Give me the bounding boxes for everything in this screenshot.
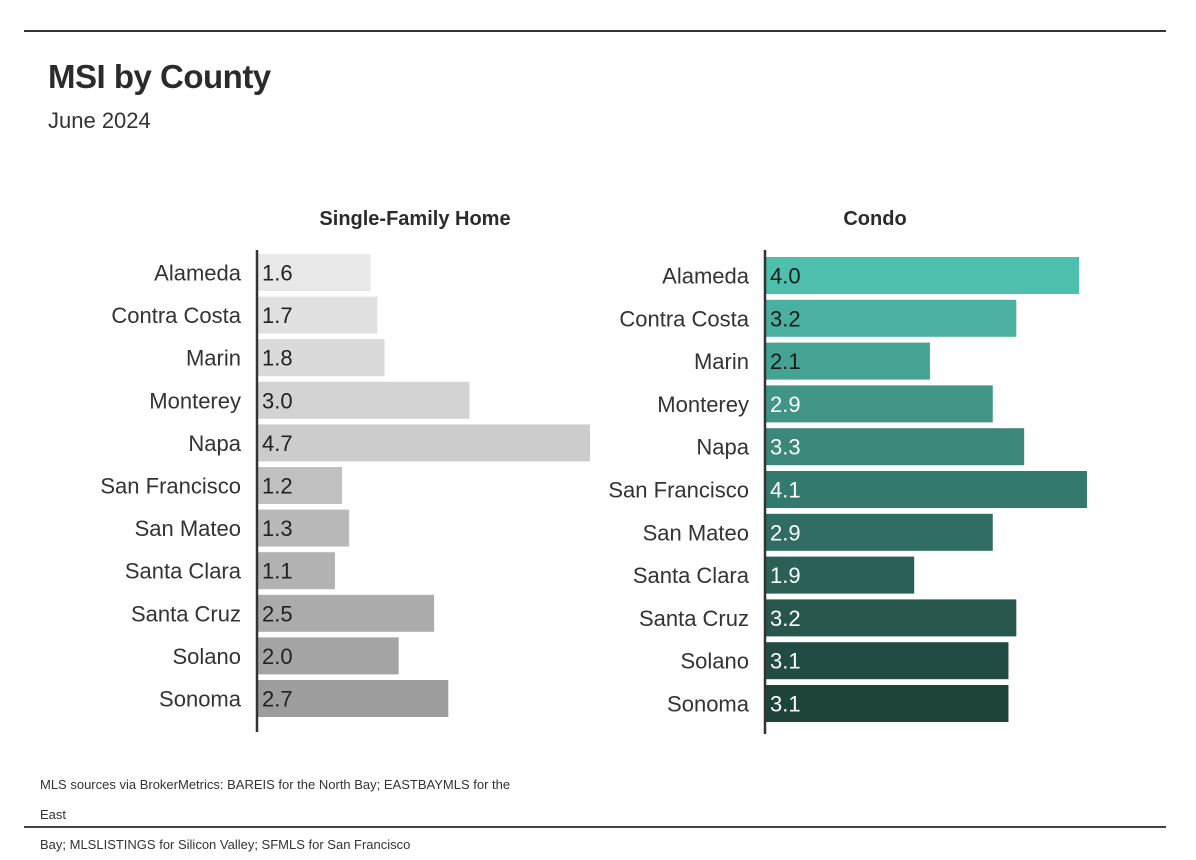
bar-condo-san-mateo — [765, 513, 993, 551]
bar-single-family-santa-clara — [257, 552, 335, 590]
value-label-single-family-san-mateo: 1.3 — [262, 516, 293, 541]
bar-single-family-san-mateo — [257, 509, 350, 547]
value-label-single-family-santa-clara: 1.1 — [262, 559, 293, 584]
value-label-condo-santa-clara: 1.9 — [770, 563, 801, 588]
value-label-condo-monterey: 2.9 — [770, 392, 801, 417]
category-label-single-family-marin: Marin — [186, 346, 241, 371]
category-label-condo-san-mateo: San Mateo — [643, 520, 749, 545]
value-label-condo-contra-costa: 3.2 — [770, 306, 801, 331]
category-label-single-family-san-mateo: San Mateo — [135, 516, 241, 541]
category-label-single-family-santa-clara: Santa Clara — [125, 559, 242, 584]
bar-single-family-monterey — [257, 381, 470, 419]
top-rule — [24, 30, 1166, 32]
category-label-single-family-contra-costa: Contra Costa — [111, 303, 241, 328]
category-label-condo-santa-clara: Santa Clara — [633, 563, 750, 588]
value-label-condo-san-francisco: 4.1 — [770, 478, 801, 503]
value-label-single-family-solano: 2.0 — [262, 644, 293, 669]
value-label-single-family-sonoma: 2.7 — [262, 687, 293, 712]
value-label-condo-solano: 3.1 — [770, 649, 801, 674]
bar-condo-santa-clara — [765, 556, 915, 594]
value-label-single-family-san-francisco: 1.2 — [262, 474, 293, 499]
bar-single-family-napa — [257, 424, 590, 462]
value-label-single-family-napa: 4.7 — [262, 431, 293, 456]
category-label-single-family-napa: Napa — [188, 431, 241, 456]
category-label-condo-sonoma: Sonoma — [667, 692, 750, 717]
source-note-line-2: Bay; MLSLISTINGS for Silicon Valley; SFM… — [40, 837, 411, 852]
value-label-condo-sonoma: 3.1 — [770, 692, 801, 717]
category-label-condo-napa: Napa — [696, 435, 749, 460]
bar-single-family-sonoma — [257, 680, 449, 717]
bar-condo-solano — [765, 642, 1009, 680]
bar-condo-marin — [765, 342, 930, 380]
category-label-single-family-santa-cruz: Santa Cruz — [131, 601, 241, 626]
value-label-single-family-marin: 1.8 — [262, 346, 293, 371]
value-label-condo-alameda: 4.0 — [770, 264, 801, 289]
value-label-single-family-monterey: 3.0 — [262, 388, 293, 413]
value-label-condo-napa: 3.3 — [770, 435, 801, 460]
value-label-condo-marin: 2.1 — [770, 349, 801, 374]
bar-single-family-san-francisco — [257, 467, 343, 504]
category-label-condo-san-francisco: San Francisco — [608, 478, 749, 503]
category-label-single-family-san-francisco: San Francisco — [100, 474, 241, 499]
bar-condo-san-francisco — [765, 471, 1087, 508]
value-label-single-family-santa-cruz: 2.5 — [262, 601, 293, 626]
category-label-condo-alameda: Alameda — [662, 264, 750, 289]
value-label-condo-santa-cruz: 3.2 — [770, 606, 801, 631]
bar-single-family-solano — [257, 637, 399, 675]
chart-subtitle: June 2024 — [48, 108, 151, 133]
panel-title-single-family: Single-Family Home — [319, 208, 511, 230]
source-note-line-1: MLS sources via BrokerMetrics: BAREIS fo… — [40, 777, 511, 822]
bar-condo-alameda — [765, 257, 1080, 294]
category-label-single-family-alameda: Alameda — [154, 261, 242, 286]
value-label-condo-san-mateo: 2.9 — [770, 520, 801, 545]
category-label-condo-marin: Marin — [694, 349, 749, 374]
bar-single-family-santa-cruz — [257, 594, 435, 632]
bar-condo-sonoma — [765, 685, 1009, 722]
category-label-single-family-sonoma: Sonoma — [159, 687, 242, 712]
category-label-single-family-monterey: Monterey — [149, 388, 241, 413]
bar-condo-santa-cruz — [765, 599, 1017, 637]
source-note: MLS sources via BrokerMetrics: BAREIS fo… — [40, 770, 520, 860]
bar-condo-monterey — [765, 385, 993, 423]
bar-condo-contra-costa — [765, 299, 1017, 337]
category-label-condo-santa-cruz: Santa Cruz — [639, 606, 749, 631]
value-label-single-family-contra-costa: 1.7 — [262, 303, 293, 328]
chart-title: MSI by County — [48, 58, 271, 95]
panel-title-condo: Condo — [843, 208, 907, 230]
bar-single-family-alameda — [257, 254, 371, 291]
bar-single-family-marin — [257, 339, 385, 377]
value-label-single-family-alameda: 1.6 — [262, 261, 293, 286]
category-label-condo-solano: Solano — [680, 649, 749, 674]
category-label-condo-contra-costa: Contra Costa — [619, 306, 749, 331]
bottom-rule — [24, 826, 1166, 828]
category-label-condo-monterey: Monterey — [657, 392, 749, 417]
bar-single-family-contra-costa — [257, 296, 378, 334]
category-label-single-family-solano: Solano — [172, 644, 241, 669]
bar-condo-napa — [765, 428, 1025, 466]
